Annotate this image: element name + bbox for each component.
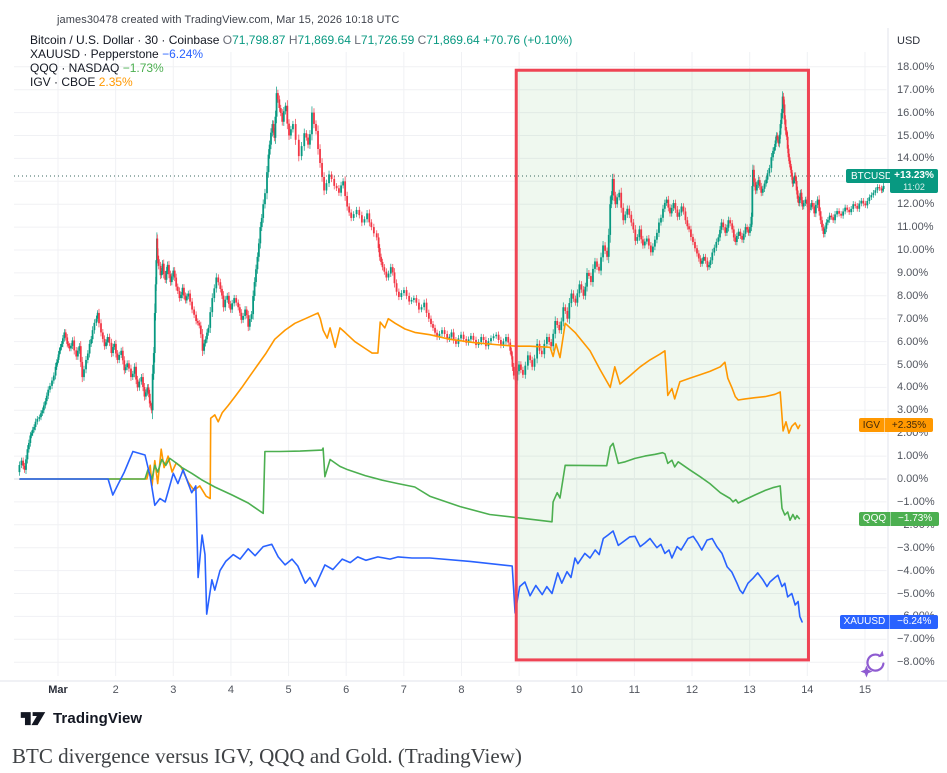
y-axis-tick: 10.00%	[897, 244, 935, 256]
legend-row-btcusd[interactable]: Bitcoin / U.S. Dollar · 30 · Coinbase O7…	[30, 33, 572, 47]
x-axis-tick: 7	[400, 684, 407, 696]
y-axis-tick: −3.00%	[897, 541, 935, 554]
y-axis-tick: 6.00%	[897, 335, 929, 348]
legend-row-qqq[interactable]: QQQ · NASDAQ −1.73%	[30, 61, 572, 75]
legend-segment: −6.24%	[162, 47, 204, 61]
x-axis-tick: 11	[628, 684, 641, 696]
badge-xauusd-symbol: XAUUSD	[843, 616, 886, 628]
x-axis-tick: 12	[685, 684, 699, 696]
y-axis-tick: 0.00%	[897, 473, 929, 485]
badge-divider	[890, 511, 892, 526]
badge-btcusd-axis-label[interactable]: +13.23% 11:02	[890, 169, 938, 194]
x-axis-tick: 9	[516, 684, 523, 696]
badge-xauusd[interactable]: XAUUSD −6.24%	[839, 614, 939, 629]
x-axis-tick: Mar	[48, 684, 68, 696]
x-axis-tick: 3	[170, 684, 177, 696]
x-axis-tick: 8	[458, 684, 465, 696]
badge-igv-value: +2.35%	[891, 419, 927, 431]
badge-xauusd-value: −6.24%	[897, 616, 932, 628]
x-axis-tick: 13	[743, 684, 756, 696]
legend-segment: O	[222, 33, 233, 47]
y-axis-tick: −7.00%	[897, 633, 935, 646]
badge-igv[interactable]: IGV +2.35%	[858, 418, 934, 433]
badge-btcusd-time: 11:02	[903, 182, 925, 193]
currency-unit-label[interactable]: USD	[897, 35, 921, 47]
legend-segment: L	[354, 33, 361, 47]
legend-segment: IGV · CBOE	[30, 75, 99, 89]
y-axis-tick: 14.00%	[897, 152, 935, 165]
tradingview-logo-text: TradingView	[53, 710, 143, 727]
y-axis-tick: 4.00%	[897, 381, 929, 394]
y-axis-tick: 3.00%	[897, 404, 929, 417]
legend-row-igv[interactable]: IGV · CBOE 2.35%	[30, 75, 572, 89]
y-axis-tick: 17.00%	[897, 83, 935, 96]
badge-igv-symbol: IGV	[862, 419, 881, 431]
x-axis-tick: 10	[570, 684, 583, 696]
tradingview-logo[interactable]: TradingView	[20, 710, 142, 727]
legend-row-xauusd[interactable]: XAUUSD · Pepperstone −6.24%	[30, 47, 572, 61]
attribution-text: james30478 created with TradingView.com,…	[57, 14, 400, 26]
legend-segment: H	[288, 33, 298, 47]
x-axis-tick: 2	[112, 684, 119, 696]
y-axis-tick: 7.00%	[897, 312, 929, 325]
legend: Bitcoin / U.S. Dollar · 30 · Coinbase O7…	[30, 33, 572, 89]
legend-segment: 71,798.87	[232, 33, 289, 47]
magic-sparkle-refresh-icon[interactable]	[858, 647, 888, 681]
legend-segment: 71,869.64	[426, 33, 483, 47]
y-axis-tick: 1.00%	[897, 450, 929, 463]
y-axis-tick: −8.00%	[897, 656, 935, 669]
badge-qqq[interactable]: QQQ −1.73%	[858, 511, 940, 526]
y-axis-tick: 9.00%	[897, 266, 929, 279]
y-axis-tick: −4.00%	[897, 564, 935, 577]
legend-segment: 2.35%	[98, 75, 133, 89]
badge-divider	[884, 418, 886, 433]
y-axis-tick: 15.00%	[897, 129, 935, 142]
x-axis-tick: 14	[801, 684, 814, 696]
y-axis-tick: 16.00%	[897, 106, 935, 119]
legend-segment: −1.73%	[122, 61, 164, 75]
badge-divider	[889, 614, 891, 629]
legend-segment: XAUUSD · Pepperstone	[30, 47, 163, 61]
y-axis-tick: 12.00%	[897, 198, 935, 211]
x-axis-tick: 15	[858, 684, 872, 696]
legend-segment: 71,869.64	[297, 33, 355, 47]
y-axis-tick: 11.00%	[897, 221, 934, 234]
tradingview-logo-glyph	[20, 711, 46, 725]
y-axis-tick: −1.00%	[897, 495, 935, 508]
y-axis-tick: 5.00%	[897, 358, 929, 371]
legend-segment: C	[417, 33, 427, 47]
image-caption: BTC divergence versus IGV, QQQ and Gold.…	[12, 744, 522, 768]
badge-qqq-symbol: QQQ	[862, 513, 887, 525]
y-axis-tick: −5.00%	[897, 587, 935, 600]
x-axis-tick: 5	[285, 684, 292, 696]
y-axis-tick: 8.00%	[897, 289, 929, 302]
y-axis-tick: 18.00%	[897, 60, 935, 73]
badge-qqq-value: −1.73%	[898, 513, 933, 525]
x-axis-tick: 6	[343, 684, 350, 696]
x-axis-tick: 4	[227, 684, 234, 696]
legend-segment: +70.76 (+0.10%)	[483, 33, 573, 47]
badge-btcusd-symbol-pill[interactable]: BTCUSD	[846, 169, 898, 184]
legend-segment: Bitcoin / U.S. Dollar · 30 · Coinbase	[30, 33, 223, 47]
legend-segment: 71,726.59	[360, 33, 418, 47]
legend-segment: QQQ · NASDAQ	[30, 61, 123, 75]
badge-btcusd-value: +13.23%	[894, 170, 934, 182]
